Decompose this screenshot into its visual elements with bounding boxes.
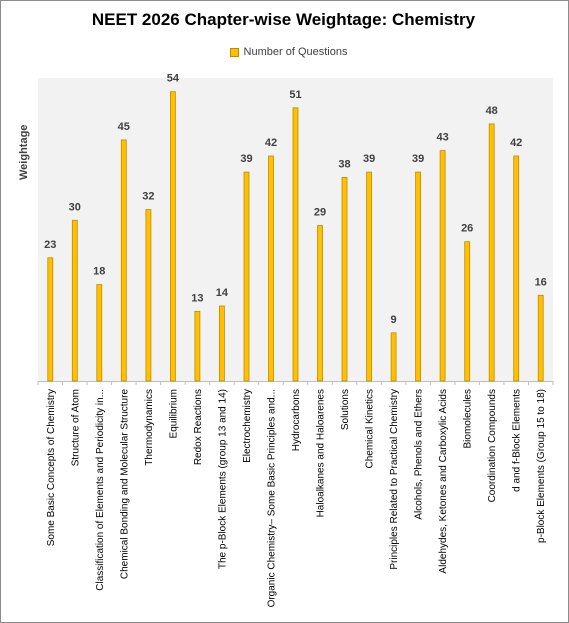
bar — [194, 310, 201, 382]
bar — [366, 171, 373, 382]
x-tick-label: Electrochemistry — [242, 389, 253, 463]
data-label: 39 — [412, 153, 424, 165]
legend: Number of Questions — [0, 46, 567, 58]
bar — [218, 305, 225, 382]
bar — [169, 91, 176, 382]
x-tick-label: Solutions — [340, 389, 351, 430]
bar — [145, 209, 152, 382]
data-label: 51 — [289, 89, 301, 101]
data-label: 39 — [240, 153, 252, 165]
data-label: 43 — [436, 132, 448, 144]
data-label: 18 — [93, 266, 105, 278]
bar — [120, 139, 127, 382]
bar — [513, 155, 520, 382]
data-label: 23 — [44, 239, 56, 251]
x-tick-label: Biomolecules — [463, 389, 474, 448]
data-label: 26 — [461, 223, 473, 235]
bar — [537, 294, 544, 382]
x-tick-label: Aldehydes, Ketones and Carboxylic Acids — [438, 389, 449, 574]
x-tick-label: d and f-Block Elements — [512, 389, 523, 492]
data-label: 14 — [216, 287, 229, 299]
data-label: 29 — [314, 207, 326, 219]
data-label: 42 — [265, 137, 277, 149]
bar — [47, 257, 54, 382]
x-tick-label: Structure of Atom — [70, 389, 81, 466]
bar — [268, 155, 274, 382]
data-label: 30 — [69, 201, 81, 213]
legend-label: Number of Questions — [243, 46, 348, 58]
bar — [243, 171, 250, 382]
legend-swatch — [229, 47, 239, 57]
x-tick-label: Coordination Compounds — [487, 389, 498, 502]
bar — [390, 332, 397, 382]
data-label: 54 — [167, 73, 180, 85]
x-tick-label: Equilibrium — [168, 389, 179, 438]
x-tick-label: Some Basic Concepts of Chemistry — [46, 389, 57, 546]
x-tick-label: Chemical Kinetics — [365, 389, 376, 468]
x-tick-label: Chemical Bonding and Molecular Structure — [119, 389, 130, 580]
data-label: 48 — [486, 105, 498, 117]
bar — [439, 150, 446, 382]
x-tick-label: Haloalkanes and Haloarenes — [316, 389, 327, 517]
x-tick-label: Redox Reactions — [193, 389, 204, 465]
data-label: 32 — [142, 191, 154, 203]
data-label: 39 — [363, 153, 375, 165]
x-tick-label: Hydrocarbons — [291, 389, 302, 451]
bar — [317, 225, 323, 382]
x-tick-label: Principles Related to Practical Chemistr… — [389, 389, 400, 570]
bar — [292, 107, 299, 382]
bar — [71, 219, 78, 382]
data-label: 16 — [535, 276, 547, 288]
data-label: 9 — [391, 314, 397, 326]
data-label: 13 — [191, 292, 203, 304]
x-tick-label: Classification of Elements and Periodici… — [95, 389, 106, 591]
x-tick-label: p-Block Elements (Group 15 to 18) — [536, 389, 547, 543]
bar — [488, 123, 495, 382]
bar — [464, 241, 471, 382]
bar — [415, 171, 422, 382]
data-label: 42 — [510, 137, 522, 149]
data-label: 38 — [338, 158, 350, 170]
data-label: 45 — [118, 121, 130, 133]
x-tick-label: Thermodynamics — [144, 389, 155, 466]
bar — [341, 176, 348, 382]
x-tick-label: The p-Block Elements (group 13 and 14) — [217, 389, 228, 569]
x-tick-label: Alcohols, Phenols and Ethers — [414, 389, 425, 520]
x-tick-label: Organic Chemistry– Some Basic Principles… — [267, 389, 278, 607]
bar — [96, 284, 103, 382]
chart-title: NEET 2026 Chapter-wise Weightage: Chemis… — [91, 10, 476, 29]
